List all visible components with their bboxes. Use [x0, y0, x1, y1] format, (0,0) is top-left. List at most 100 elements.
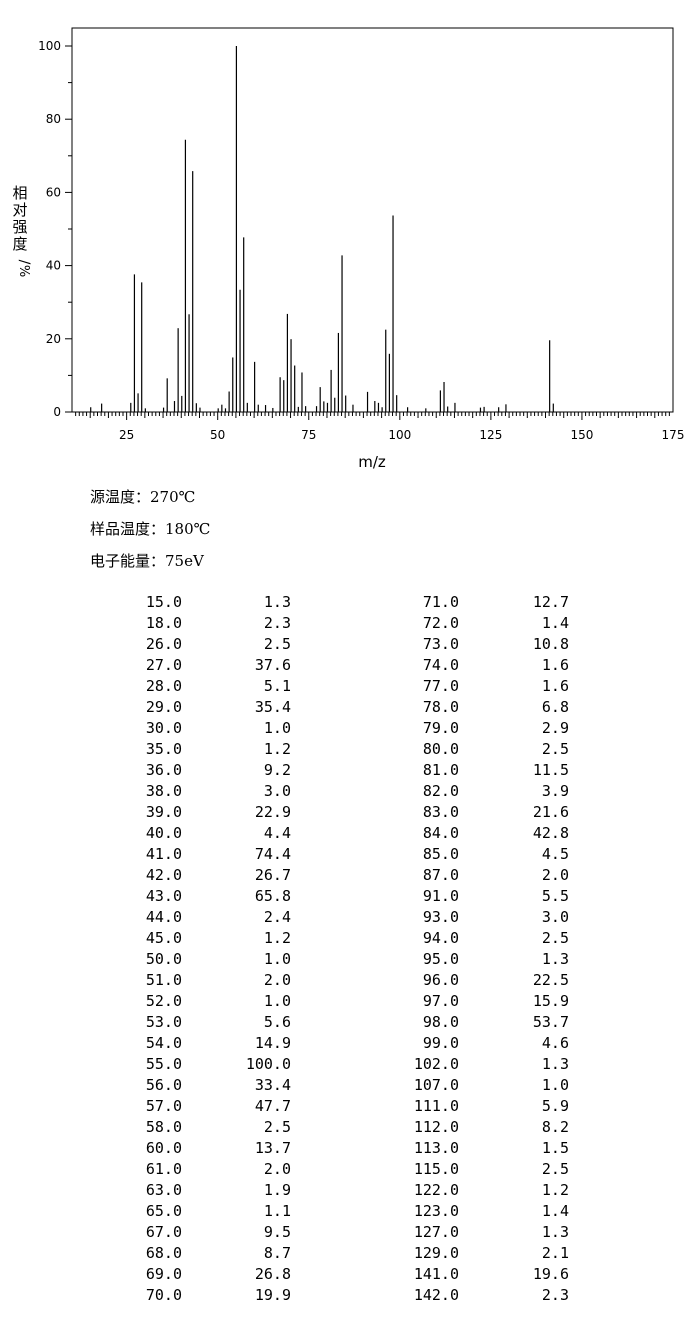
- mz-cell: 65.0: [145, 1202, 182, 1220]
- y-axis-ticks: 0 20 40 60 80 100: [38, 39, 72, 419]
- table-row: 18.0 2.3 72.0 1.4: [0, 613, 696, 634]
- intensity-cell: 26.8: [254, 1265, 291, 1283]
- mz-cell: 35.0: [145, 740, 182, 758]
- table-row: 54.0 14.9 99.0 4.6: [0, 1033, 696, 1054]
- table-row: 39.0 22.9 83.0 21.6: [0, 802, 696, 823]
- intensity-cell: 6.8: [541, 698, 569, 716]
- x-tick-label: 75: [301, 428, 316, 442]
- mz-cell: 30.0: [145, 719, 182, 737]
- mz-cell: 70.0: [145, 1286, 182, 1304]
- y-tick-label: 80: [46, 112, 61, 126]
- mz-cell: 122.0: [413, 1181, 459, 1199]
- mz-cell: 73.0: [422, 635, 459, 653]
- intensity-cell: 1.6: [541, 677, 569, 695]
- mz-cell: 111.0: [413, 1097, 459, 1115]
- intensity-cell: 2.1: [541, 1244, 569, 1262]
- mz-cell: 96.0: [422, 971, 459, 989]
- mz-cell: 115.0: [413, 1160, 459, 1178]
- mz-cell: 38.0: [145, 782, 182, 800]
- table-row: 27.0 37.6 74.0 1.6: [0, 655, 696, 676]
- table-row: 43.0 65.8 91.0 5.5: [0, 886, 696, 907]
- mz-cell: 27.0: [145, 656, 182, 674]
- table-row: 35.0 1.2 80.0 2.5: [0, 739, 696, 760]
- mz-cell: 129.0: [413, 1244, 459, 1262]
- table-row: 15.0 1.3 71.0 12.7: [0, 592, 696, 613]
- table-row: 60.0 13.7 113.0 1.5: [0, 1138, 696, 1159]
- x-tick-label: 150: [570, 428, 593, 442]
- mz-cell: 41.0: [145, 845, 182, 863]
- mz-cell: 51.0: [145, 971, 182, 989]
- intensity-cell: 2.3: [263, 614, 291, 632]
- x-tick-label: 125: [479, 428, 502, 442]
- mz-cell: 45.0: [145, 929, 182, 947]
- mz-cell: 97.0: [422, 992, 459, 1010]
- y-label-char: 强: [12, 218, 27, 236]
- mz-cell: 83.0: [422, 803, 459, 821]
- mz-cell: 29.0: [145, 698, 182, 716]
- mz-cell: 39.0: [145, 803, 182, 821]
- intensity-cell: 1.4: [541, 1202, 569, 1220]
- intensity-cell: 1.3: [541, 950, 569, 968]
- intensity-cell: 1.3: [263, 593, 291, 611]
- intensity-cell: 1.2: [541, 1181, 569, 1199]
- intensity-cell: 2.5: [541, 929, 569, 947]
- table-row: 26.0 2.5 73.0 10.8: [0, 634, 696, 655]
- table-row: 67.0 9.5 127.0 1.3: [0, 1222, 696, 1243]
- mz-cell: 68.0: [145, 1244, 182, 1262]
- y-tick-label: 20: [46, 332, 61, 346]
- mz-cell: 43.0: [145, 887, 182, 905]
- intensity-cell: 1.2: [263, 929, 291, 947]
- intensity-cell: 1.1: [263, 1202, 291, 1220]
- mz-cell: 50.0: [145, 950, 182, 968]
- intensity-cell: 11.5: [532, 761, 569, 779]
- intensity-cell: 1.5: [541, 1139, 569, 1157]
- mz-cell: 87.0: [422, 866, 459, 884]
- mz-cell: 78.0: [422, 698, 459, 716]
- y-label-char: 相: [12, 184, 27, 202]
- table-row: 57.0 47.7 111.0 5.9: [0, 1096, 696, 1117]
- mz-cell: 113.0: [413, 1139, 459, 1157]
- mz-cell: 84.0: [422, 824, 459, 842]
- mz-cell: 28.0: [145, 677, 182, 695]
- x-tick-label: 100: [388, 428, 411, 442]
- mz-cell: 81.0: [422, 761, 459, 779]
- spectrum-peaks: [90, 46, 554, 412]
- intensity-cell: 2.0: [263, 971, 291, 989]
- mz-cell: 26.0: [145, 635, 182, 653]
- mz-cell: 60.0: [145, 1139, 182, 1157]
- mz-cell: 95.0: [422, 950, 459, 968]
- mz-cell: 63.0: [145, 1181, 182, 1199]
- table-row: 56.0 33.4 107.0 1.0: [0, 1075, 696, 1096]
- intensity-cell: 33.4: [254, 1076, 291, 1094]
- x-tick-label: 50: [210, 428, 225, 442]
- mz-cell: 36.0: [145, 761, 182, 779]
- table-row: 51.0 2.0 96.0 22.5: [0, 970, 696, 991]
- intensity-cell: 100.0: [245, 1055, 291, 1073]
- intensity-cell: 65.8: [254, 887, 291, 905]
- mz-cell: 98.0: [422, 1013, 459, 1031]
- intensity-cell: 1.0: [263, 992, 291, 1010]
- intensity-cell: 35.4: [254, 698, 291, 716]
- mz-cell: 112.0: [413, 1118, 459, 1136]
- table-row: 41.0 74.4 85.0 4.5: [0, 844, 696, 865]
- peak-table: 15.0 1.3 71.0 12.7 18.0 2.3 72.0 1.4 26.0 2.5 73.0…: [0, 592, 696, 1306]
- intensity-cell: 4.4: [263, 824, 291, 842]
- intensity-cell: 2.9: [541, 719, 569, 737]
- table-row: 42.0 26.7 87.0 2.0: [0, 865, 696, 886]
- electron-energy: 电子能量：75eV: [90, 552, 204, 570]
- mz-cell: 79.0: [422, 719, 459, 737]
- intensity-cell: 22.9: [254, 803, 291, 821]
- mz-cell: 142.0: [413, 1286, 459, 1304]
- y-label-char: 度: [12, 235, 27, 253]
- mz-cell: 99.0: [422, 1034, 459, 1052]
- intensity-cell: 47.7: [254, 1097, 291, 1115]
- intensity-cell: 2.5: [541, 740, 569, 758]
- intensity-cell: 19.6: [532, 1265, 569, 1283]
- intensity-cell: 3.0: [541, 908, 569, 926]
- mz-cell: 91.0: [422, 887, 459, 905]
- table-row: 36.0 9.2 81.0 11.5: [0, 760, 696, 781]
- mz-cell: 44.0: [145, 908, 182, 926]
- intensity-cell: 2.5: [263, 635, 291, 653]
- mz-cell: 80.0: [422, 740, 459, 758]
